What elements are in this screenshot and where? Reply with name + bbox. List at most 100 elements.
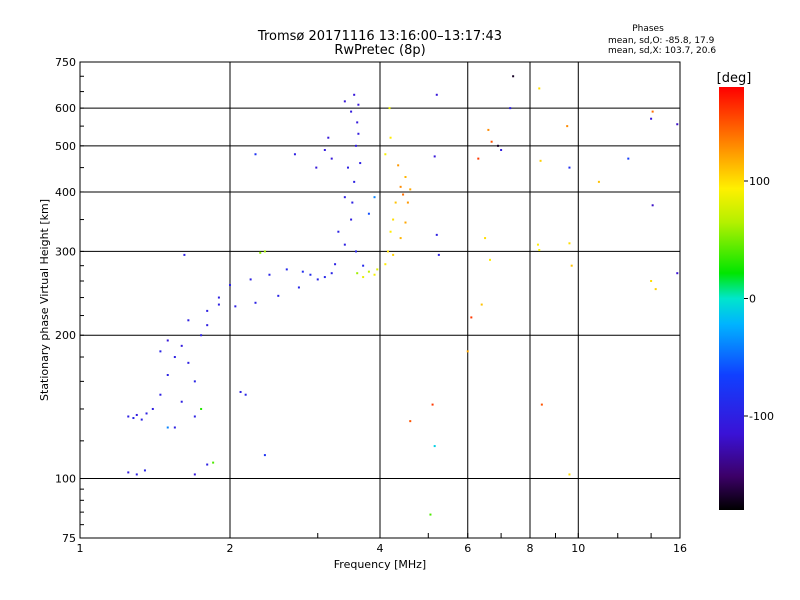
data-point — [539, 159, 542, 162]
y-tick-label: 600 — [55, 102, 76, 115]
data-point — [487, 128, 490, 131]
data-point — [437, 253, 440, 256]
data-point — [404, 221, 407, 224]
x-tick-label: 4 — [377, 542, 384, 555]
data-point — [650, 280, 653, 283]
data-point — [433, 445, 436, 448]
data-point — [173, 356, 176, 359]
data-point — [538, 249, 541, 252]
data-point — [327, 136, 330, 139]
data-point — [367, 212, 370, 215]
data-point — [399, 237, 402, 240]
data-point — [234, 305, 237, 308]
data-point — [512, 75, 515, 78]
colorbar-tick-label: -100 — [749, 410, 774, 423]
data-point — [200, 334, 203, 337]
data-point — [627, 157, 630, 160]
y-tick-label: 75 — [62, 532, 76, 545]
data-point — [654, 288, 657, 291]
data-point — [187, 361, 190, 364]
colorbar-label: [deg] — [717, 71, 752, 86]
data-point — [244, 393, 247, 396]
data-point — [354, 144, 357, 147]
data-point — [362, 264, 365, 267]
data-point — [409, 420, 412, 423]
data-point — [259, 251, 262, 254]
data-point — [200, 407, 203, 410]
data-point — [350, 110, 353, 113]
data-point — [570, 264, 573, 267]
data-point — [568, 473, 571, 476]
data-point — [536, 243, 539, 246]
data-point — [386, 250, 389, 253]
y-tick-label: 300 — [55, 245, 76, 258]
data-point — [480, 303, 483, 306]
y-tick-label: 100 — [55, 473, 76, 486]
y-axis-ticks: 75 100 200 300 400 500 600 750 — [55, 56, 84, 545]
x-tick-label: 16 — [673, 542, 687, 555]
data-point — [484, 237, 487, 240]
data-point — [346, 166, 349, 169]
data-point — [435, 233, 438, 236]
data-point — [330, 157, 333, 160]
x-tick-label: 1 — [77, 542, 84, 555]
data-point — [490, 140, 493, 143]
data-point — [323, 276, 326, 279]
data-point — [301, 270, 304, 273]
data-point — [334, 263, 337, 266]
data-point — [404, 175, 407, 178]
data-point — [143, 469, 146, 472]
data-point — [651, 110, 654, 113]
data-point — [343, 243, 346, 246]
data-point — [127, 471, 130, 474]
data-point — [651, 204, 654, 207]
data-point — [433, 155, 436, 158]
data-point — [263, 454, 266, 457]
data-point — [353, 93, 356, 96]
data-point — [388, 107, 391, 110]
data-point — [183, 253, 186, 256]
data-point — [406, 201, 409, 204]
x-tick-label: 2 — [227, 542, 234, 555]
data-point — [509, 107, 512, 110]
data-point — [489, 258, 492, 261]
data-point — [392, 253, 395, 256]
data-point — [384, 263, 387, 266]
x-axis-label: Frequency [MHz] — [334, 558, 426, 571]
data-point — [431, 403, 434, 406]
data-point — [373, 196, 376, 199]
data-point — [376, 268, 379, 271]
data-point — [297, 286, 300, 289]
x-tick-label: 8 — [527, 542, 534, 555]
data-point — [166, 339, 169, 342]
x-tick-label: 6 — [464, 542, 471, 555]
data-point — [140, 418, 143, 421]
data-point — [212, 461, 215, 464]
data-point — [277, 294, 280, 297]
stats-x-line: mean, sd,X: 103.7, 20.6 — [608, 46, 716, 56]
y-axis-label: Stationary phase Virtual Height [km] — [38, 199, 51, 401]
data-point — [268, 273, 271, 276]
data-point — [254, 153, 257, 156]
data-point — [293, 153, 296, 156]
data-point — [217, 303, 220, 306]
data-point — [337, 230, 340, 233]
colorbar — [719, 87, 744, 510]
data-point — [193, 380, 196, 383]
data-point — [316, 278, 319, 281]
data-point — [206, 309, 209, 312]
data-point — [402, 193, 405, 196]
data-point — [285, 268, 288, 271]
data-point — [254, 301, 257, 304]
data-point — [135, 413, 138, 416]
colorbar-ticks: 100 0 -100 — [744, 175, 774, 423]
data-point — [351, 201, 354, 204]
data-points — [127, 75, 679, 516]
data-point — [353, 180, 356, 183]
stats-heading: Phases — [632, 24, 664, 34]
data-point — [315, 166, 318, 169]
data-point — [343, 100, 346, 103]
data-point — [323, 148, 326, 151]
y-tick-label: 400 — [55, 186, 76, 199]
